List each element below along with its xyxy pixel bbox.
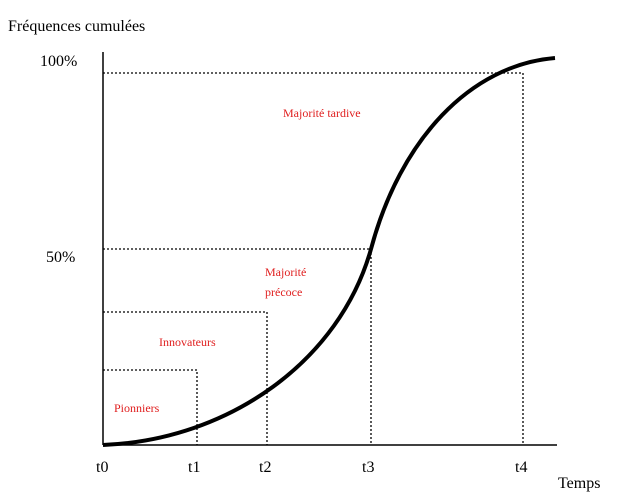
- guide-t3: [103, 248, 372, 445]
- x-label: t2: [259, 459, 271, 476]
- x-label: t4: [515, 459, 527, 476]
- y-label: 50%: [46, 249, 75, 266]
- y-axis-title: Fréquences cumulées: [8, 18, 145, 35]
- guides: [103, 72, 524, 445]
- x-axis-title: Temps: [558, 475, 600, 492]
- region-label: précoce: [265, 285, 302, 299]
- y-label: 100%: [40, 53, 77, 70]
- region-label: Pionniers: [114, 401, 160, 415]
- x-label: t1: [188, 459, 200, 476]
- guide-t2: [103, 311, 268, 445]
- x-label: t3: [362, 459, 374, 476]
- s-curve: [102, 56, 556, 447]
- guide-t4: [103, 72, 524, 445]
- region-label: Majorité: [265, 265, 306, 279]
- region-label: Majorité tardive: [283, 106, 361, 120]
- x-label: t0: [96, 459, 108, 476]
- guide-t1: [103, 369, 198, 445]
- region-label: Innovateurs: [159, 335, 216, 349]
